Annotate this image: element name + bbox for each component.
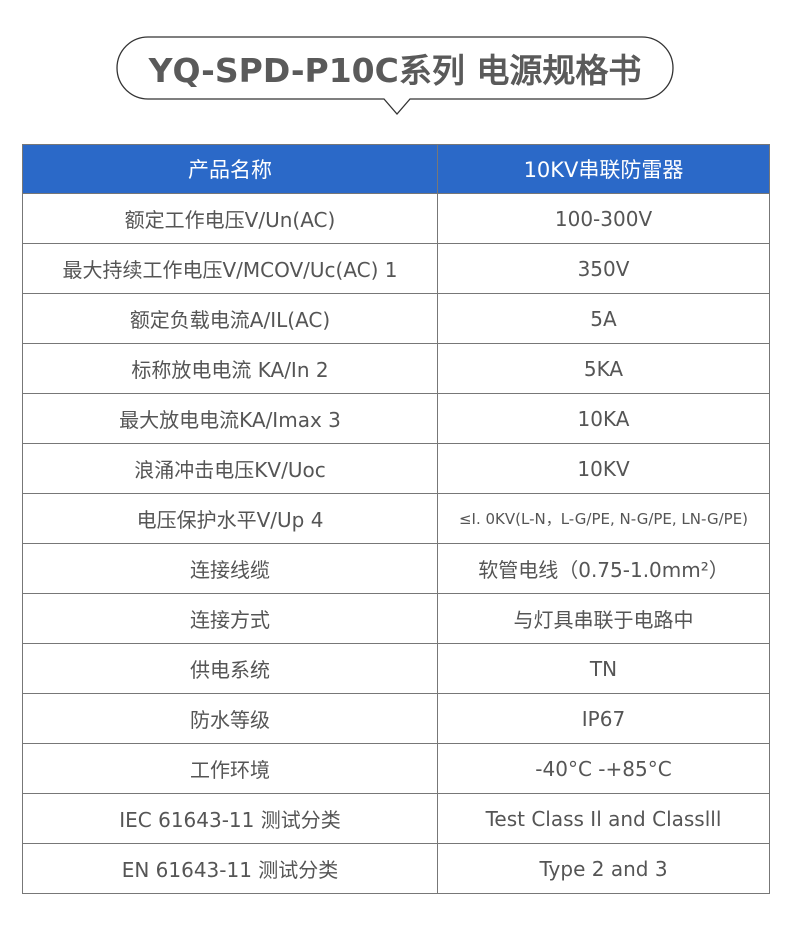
title-bubble	[116, 36, 674, 115]
spec-label: 连接方式	[22, 593, 438, 644]
spec-value: 软管电线（0.75-1.0mm²）	[437, 543, 770, 594]
table-row: 电压保护水平V/Up 4 ≤I. 0KV(L-N，L-G/PE, N-G/PE, …	[22, 493, 770, 544]
header-cell-name: 产品名称	[22, 144, 438, 194]
spec-value: 5A	[437, 293, 770, 344]
spec-value: 与灯具串联于电路中	[437, 593, 770, 644]
spec-value: Type 2 and 3	[437, 843, 770, 894]
spec-label: 连接线缆	[22, 543, 438, 594]
spec-label: EN 61643-11 测试分类	[22, 843, 438, 894]
spec-label: IEC 61643-11 测试分类	[22, 793, 438, 844]
table-row: 供电系统 TN	[22, 643, 770, 694]
spec-value: TN	[437, 643, 770, 694]
spec-label: 防水等级	[22, 693, 438, 744]
spec-table: 产品名称 10KV串联防雷器 额定工作电压V/Un(AC) 100-300V 最大持…	[22, 144, 770, 894]
table-header-row: 产品名称 10KV串联防雷器	[22, 144, 770, 194]
spec-label: 最大持续工作电压V/MCOV/Uc(AC) 1	[22, 243, 438, 294]
table-row: 最大持续工作电压V/MCOV/Uc(AC) 1 350V	[22, 243, 770, 294]
table-row: 连接方式 与灯具串联于电路中	[22, 593, 770, 644]
spec-value: Test Class Il and Classlll	[437, 793, 770, 844]
spec-value: -40°C -+85°C	[437, 743, 770, 794]
spec-label: 电压保护水平V/Up 4	[22, 493, 438, 544]
page-title: YQ-SPD-P10C系列 电源规格书	[148, 51, 642, 90]
table-row: IEC 61643-11 测试分类 Test Class Il and Class…	[22, 793, 770, 844]
spec-label: 最大放电电流KA/Imax 3	[22, 393, 438, 444]
spec-label: 工作环境	[22, 743, 438, 794]
header-cell-value: 10KV串联防雷器	[437, 144, 770, 194]
table-row: 浪涌冲击电压KV/Uoc 10KV	[22, 443, 770, 494]
spec-value: ≤I. 0KV(L-N，L-G/PE, N-G/PE, LN-G/PE)	[437, 493, 770, 544]
spec-value: 10KV	[437, 443, 770, 494]
table-row: 防水等级 IP67	[22, 693, 770, 744]
spec-value: 10KA	[437, 393, 770, 444]
spec-label: 供电系统	[22, 643, 438, 694]
spec-label: 标称放电电流 KA/In 2	[22, 343, 438, 394]
spec-label: 额定工作电压V/Un(AC)	[22, 193, 438, 244]
spec-label: 浪涌冲击电压KV/Uoc	[22, 443, 438, 494]
table-row: 工作环境 -40°C -+85°C	[22, 743, 770, 794]
spec-value: 350V	[437, 243, 770, 294]
spec-label: 额定负载电流A/IL(AC)	[22, 293, 438, 344]
spec-value: 100-300V	[437, 193, 770, 244]
table-row: 标称放电电流 KA/In 2 5KA	[22, 343, 770, 394]
table-row: 额定负载电流A/IL(AC) 5A	[22, 293, 770, 344]
table-row: EN 61643-11 测试分类 Type 2 and 3	[22, 843, 770, 894]
table-row: 最大放电电流KA/Imax 3 10KA	[22, 393, 770, 444]
spec-value: 5KA	[437, 343, 770, 394]
spec-value: IP67	[437, 693, 770, 744]
table-row: 额定工作电压V/Un(AC) 100-300V	[22, 193, 770, 244]
table-row: 连接线缆 软管电线（0.75-1.0mm²）	[22, 543, 770, 594]
